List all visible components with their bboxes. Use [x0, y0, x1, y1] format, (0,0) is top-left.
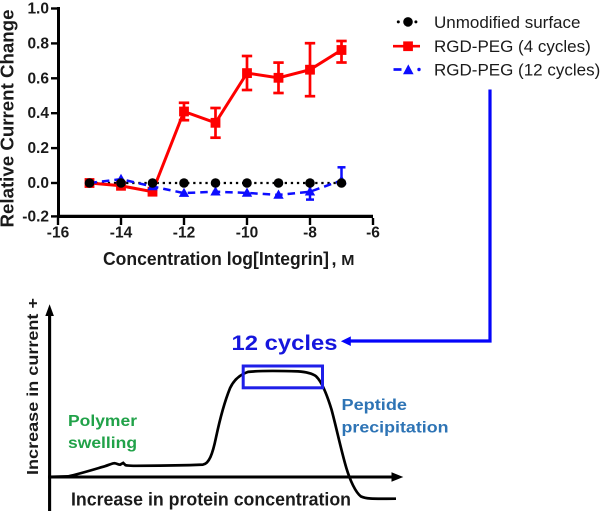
- svg-text:-14: -14: [110, 225, 133, 242]
- svg-text:0.6: 0.6: [27, 70, 49, 87]
- svg-text:Peptide: Peptide: [342, 397, 408, 414]
- svg-text:RGD-PEG (4 cycles): RGD-PEG (4 cycles): [434, 37, 591, 56]
- svg-text:RGD-PEG (12 cycles): RGD-PEG (12 cycles): [434, 61, 600, 80]
- svg-text:Relative Current Change: Relative Current Change: [0, 10, 18, 228]
- svg-text:Concentration log[Integrin],M: Concentration log[Integrin], M: [103, 249, 355, 269]
- svg-text:precipitation: precipitation: [342, 420, 449, 437]
- svg-text:-8: -8: [303, 225, 317, 242]
- svg-text:-6: -6: [366, 225, 380, 242]
- svg-text:Increase in protein concentrat: Increase in protein concentration: [71, 489, 351, 510]
- svg-text:-12: -12: [173, 225, 195, 242]
- svg-text:-16: -16: [47, 225, 70, 242]
- svg-text:Polymer: Polymer: [68, 413, 137, 430]
- svg-text:swelling: swelling: [68, 435, 137, 452]
- svg-text:0.8: 0.8: [27, 35, 49, 52]
- svg-text:-0.2: -0.2: [22, 208, 49, 225]
- svg-text:1.0: 1.0: [27, 1, 49, 18]
- svg-text:-10: -10: [236, 225, 258, 242]
- svg-text:0.2: 0.2: [27, 140, 49, 157]
- svg-text:0.4: 0.4: [27, 105, 49, 122]
- svg-text:Unmodified surface: Unmodified surface: [434, 13, 580, 32]
- svg-text:Increase in current +: Increase in current +: [25, 298, 42, 475]
- svg-text:12 cycles: 12 cycles: [232, 332, 338, 355]
- svg-text:0.0: 0.0: [27, 175, 49, 192]
